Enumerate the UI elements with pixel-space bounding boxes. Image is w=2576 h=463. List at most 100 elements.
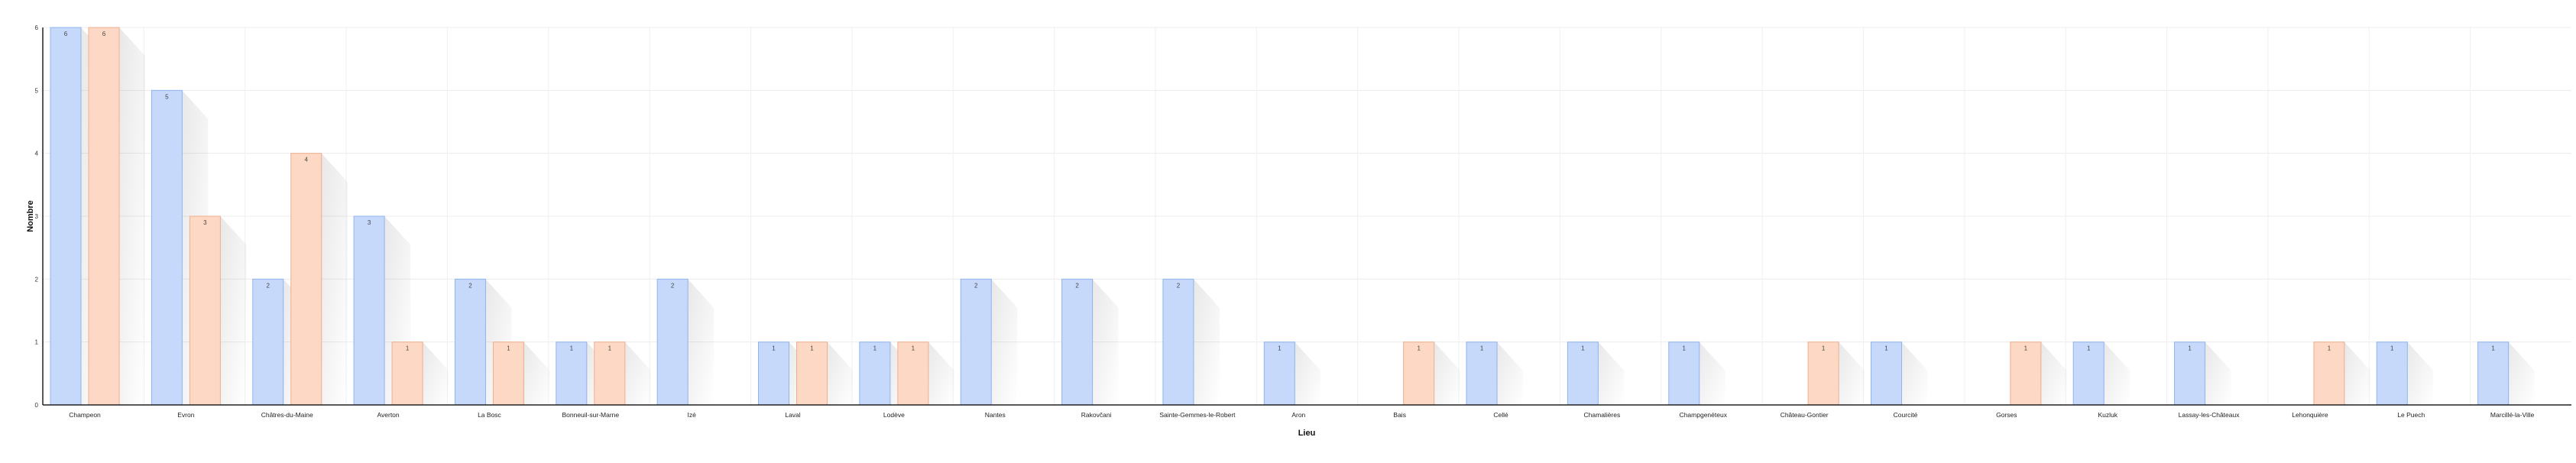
bar-value-label: 2 <box>468 282 472 289</box>
bar <box>252 278 284 406</box>
x-tick-label: Bonneuil-sur-Marne <box>562 411 619 419</box>
bar-shadow <box>827 342 854 405</box>
bar-value-label: 5 <box>165 93 169 100</box>
bar <box>1162 278 1194 406</box>
bar-value-label: 2 <box>266 282 270 289</box>
x-tick-label: Evron <box>177 411 194 419</box>
bar-shadow <box>2407 342 2434 405</box>
bar <box>1403 342 1435 406</box>
bar-value-label: 1 <box>810 345 814 352</box>
bar-value-label: 1 <box>2390 345 2394 352</box>
bar-shadow <box>2508 342 2535 405</box>
bar <box>1870 342 1902 406</box>
bar <box>2477 342 2510 406</box>
bar-shadow <box>928 342 954 405</box>
x-axis-title: Lieu <box>1298 429 1316 438</box>
x-tick-label: Gorses <box>1996 411 2017 419</box>
bars <box>50 27 2510 406</box>
x-tick-label: Nantes <box>985 411 1006 419</box>
x-tick-label: Aron <box>1291 411 1305 419</box>
bar <box>594 342 626 406</box>
gridlines <box>43 27 2571 405</box>
bar <box>454 278 486 406</box>
bar-value-label: 1 <box>1822 345 1826 352</box>
bar-shadow <box>1193 279 1220 405</box>
bar-shadow <box>1497 342 1524 405</box>
x-tick-label: Courcité <box>1894 411 1918 419</box>
bar <box>353 215 385 406</box>
bar-shadow <box>321 153 348 405</box>
bar-value-label: 1 <box>2087 345 2091 352</box>
bar <box>88 27 120 406</box>
bar-shadow <box>1598 342 1625 405</box>
bar-value-label: 1 <box>2328 345 2331 352</box>
bar-value-label: 1 <box>1278 345 1282 352</box>
bar-shadow <box>1839 342 1865 405</box>
bar-value-label: 1 <box>2188 345 2192 352</box>
bar-shadow <box>688 279 714 405</box>
bar <box>151 89 183 406</box>
x-tick-label: La Bosc <box>478 411 501 419</box>
bar-shadow <box>624 342 651 405</box>
bar-value-label: 1 <box>507 345 510 352</box>
bar-value-label: 1 <box>912 345 915 352</box>
x-tick-label: Lehonquière <box>2292 411 2328 419</box>
x-tick-label: Lassay-les-Châteaux <box>2179 411 2241 419</box>
bar-value-label: 6 <box>102 31 106 37</box>
bar-shadow <box>1901 342 1928 405</box>
y-tick-label: 5 <box>35 87 39 94</box>
bar-shadow <box>1294 342 1321 405</box>
x-tick-label: Bais <box>1393 411 1406 419</box>
bar <box>2376 342 2408 406</box>
x-tick-label: Cellé <box>1493 411 1508 419</box>
bar-shadow <box>220 216 247 405</box>
bar-value-label: 4 <box>304 157 308 164</box>
x-tick-label: Chamalières <box>1584 411 1621 419</box>
x-tick-label: Le Puech <box>2397 411 2425 419</box>
bar-value-label: 2 <box>671 282 675 289</box>
bar-shadow <box>1092 279 1119 405</box>
bar-value-label: 1 <box>1581 345 1585 352</box>
bar-value-label: 1 <box>772 345 776 352</box>
y-tick-label: 4 <box>35 151 39 157</box>
bar <box>492 342 524 406</box>
y-axis-title: Nombre <box>26 200 35 232</box>
bar-shadow <box>2104 342 2130 405</box>
bar <box>2174 342 2206 406</box>
bar-value-label: 1 <box>608 345 612 352</box>
bar-value-label: 6 <box>64 31 68 37</box>
bar <box>960 278 992 406</box>
bar <box>50 27 82 406</box>
y-tick-label: 1 <box>35 339 39 346</box>
bar <box>2072 342 2105 406</box>
bar <box>1061 278 1094 406</box>
bar-value-label: 1 <box>2024 345 2028 352</box>
bar-value-label: 1 <box>2491 345 2495 352</box>
bar-value-label: 1 <box>873 345 877 352</box>
bar-shadow <box>523 342 550 405</box>
bar-value-label: 1 <box>1417 345 1421 352</box>
x-tick-label: Marcillé-la-Ville <box>2490 411 2535 419</box>
bar-value-label: 1 <box>406 345 410 352</box>
x-tick-label: Rakovčani <box>1081 411 1112 419</box>
bar-shadow <box>2205 342 2231 405</box>
bar-value-label: 1 <box>570 345 574 352</box>
bar <box>1668 342 1700 406</box>
bar <box>189 215 221 406</box>
bar <box>656 278 689 406</box>
x-tick-label: Lodève <box>883 411 905 419</box>
x-tick-label: Laval <box>785 411 800 419</box>
y-tick-label: 2 <box>35 276 39 283</box>
bar-value-label: 3 <box>203 219 207 226</box>
bar-value-label: 1 <box>1884 345 1888 352</box>
bar <box>1807 342 1839 406</box>
bar-shadow <box>1434 342 1460 405</box>
bar-shadow <box>423 342 449 405</box>
axes <box>42 28 2571 406</box>
y-tick-label: 0 <box>35 402 39 409</box>
bar <box>391 342 423 406</box>
bar-shadow <box>2040 342 2067 405</box>
bar-value-label: 3 <box>368 219 371 226</box>
x-tick-label: Kuzluk <box>2098 411 2118 419</box>
